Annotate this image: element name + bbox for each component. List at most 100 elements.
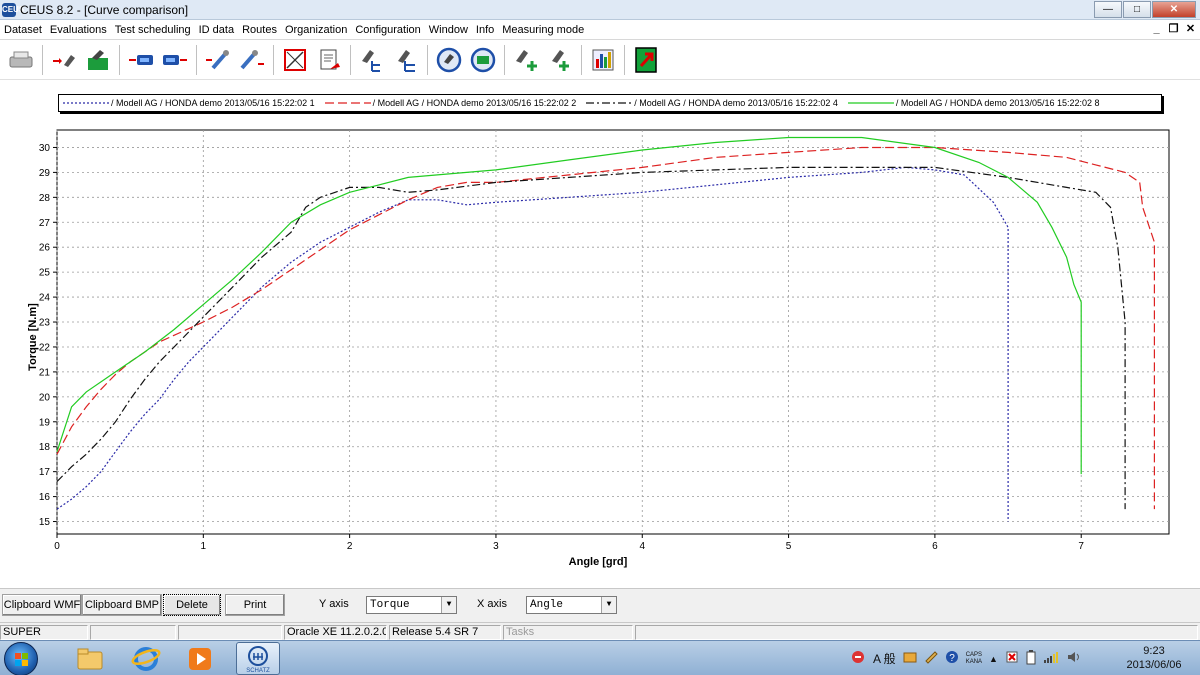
status-release: Release 5.4 SR 7 (389, 625, 501, 640)
menu-dataset[interactable]: Dataset (4, 23, 42, 36)
chart-controls: Clipboard WMF Clipboard BMP Delete Print… (0, 588, 1200, 622)
y-tick-label: 20 (39, 392, 51, 403)
wrench-out-icon[interactable] (237, 45, 267, 75)
toolbar-separator (350, 44, 351, 75)
y-tick-label: 18 (39, 442, 51, 453)
title-bar: CEUS CEUS 8.2 - [Curve comparison] — □ ✕ (0, 0, 1200, 20)
media-player-icon[interactable] (178, 642, 222, 675)
toolbar-separator (273, 44, 274, 75)
y-tick-label: 15 (39, 517, 51, 528)
menu-organization[interactable]: Organization (284, 23, 348, 36)
y-axis-select[interactable]: Torque ▼ (366, 596, 457, 614)
ceus-app-icon[interactable]: CEUS (2, 2, 24, 17)
menu-id-data[interactable]: ID data (198, 23, 235, 36)
explorer-icon[interactable] (68, 642, 112, 675)
close-button[interactable]: ✕ (1152, 1, 1196, 18)
toolbar-separator (624, 44, 625, 75)
tool-import-icon[interactable] (49, 45, 79, 75)
help-icon[interactable]: ? (945, 650, 959, 667)
status-bar: SUPER Oracle XE 11.2.0.2.0 Release 5.4 S… (0, 622, 1200, 640)
show-hidden-icons-icon[interactable]: ▲ (989, 653, 998, 664)
menu-evaluations[interactable]: Evaluations (49, 23, 107, 36)
status-empty-2 (178, 625, 282, 640)
chevron-down-icon[interactable]: ▼ (601, 597, 616, 613)
x-axis-select[interactable]: Angle ▼ (526, 596, 617, 614)
internet-explorer-icon[interactable] (124, 642, 168, 675)
tool-add-2-icon[interactable] (545, 45, 575, 75)
tool-list-icon[interactable] (357, 45, 387, 75)
y-tick-label: 22 (39, 342, 51, 353)
network-icon[interactable] (1043, 650, 1059, 667)
toolbar-separator (196, 44, 197, 75)
toolbar (0, 40, 1200, 80)
x-axis-label: X axis (477, 598, 507, 610)
toolbar-separator (42, 44, 43, 75)
y-tick-label: 27 (39, 218, 51, 229)
window-title: CEUS 8.2 - [Curve comparison] (20, 2, 189, 17)
status-empty-1 (90, 625, 176, 640)
curve-frame-icon[interactable] (280, 45, 310, 75)
volume-icon[interactable] (1066, 650, 1082, 667)
ime-tool-icon[interactable] (903, 650, 917, 667)
language-bar-icon[interactable] (850, 649, 866, 668)
tool-add-icon[interactable] (511, 45, 541, 75)
mdi-restore-button[interactable]: ❐ (1168, 23, 1179, 35)
cycle-icon[interactable] (434, 45, 464, 75)
x-tick-label: 1 (201, 541, 207, 552)
report-icon[interactable] (314, 45, 344, 75)
menu-configuration[interactable]: Configuration (355, 23, 421, 36)
cycle-device-icon[interactable] (468, 45, 498, 75)
y-tick-label: 23 (39, 318, 51, 329)
y-tick-label: 30 (39, 143, 51, 154)
legend-swatch (63, 102, 109, 104)
clipboard-wmf-button[interactable]: Clipboard WMF (2, 594, 82, 616)
mdi-minimize-button[interactable]: _ (1153, 23, 1160, 35)
device-in-icon[interactable] (126, 45, 156, 75)
toolbar-separator (581, 44, 582, 75)
taskbar-clock[interactable]: 9:23 2013/06/06 (1112, 644, 1196, 672)
y-tick-label: 28 (39, 193, 51, 204)
menu-test-scheduling[interactable]: Test scheduling (114, 23, 191, 36)
menu-info[interactable]: Info (475, 23, 495, 36)
series-line-3 (56, 166, 1126, 510)
legend-swatch (324, 102, 371, 104)
device-out-icon[interactable] (160, 45, 190, 75)
bar-chart-icon[interactable] (588, 45, 618, 75)
status-user: SUPER (0, 625, 88, 640)
maximize-button[interactable]: □ (1123, 1, 1151, 18)
wrench-in-icon[interactable] (203, 45, 233, 75)
mdi-close-button[interactable]: ✕ (1185, 23, 1196, 35)
curve-comparison-chart: 15 16 17 18 19 20 21 22 23 24 25 26 27 28 29 30 0 1 2 3 4 5 6 7… (0, 80, 1200, 588)
x-tick-label: 4 (639, 541, 645, 552)
printer-icon[interactable] (6, 45, 36, 75)
mdi-controls: _ ❐ ✕ (1147, 22, 1198, 37)
legend-label: / Modell AG / HONDA demo 2013/05/16 15:2… (111, 98, 315, 108)
menu-routes[interactable]: Routes (242, 23, 277, 36)
print-button[interactable]: Print (225, 594, 285, 616)
window-controls: — □ ✕ (1093, 1, 1196, 18)
menu-window[interactable]: Window (428, 23, 468, 36)
ime-pad-icon[interactable] (924, 650, 938, 667)
delete-button[interactable]: Delete (163, 594, 221, 616)
ceus-icon[interactable]: SCHATZ (236, 642, 280, 675)
toolbar-separator (427, 44, 428, 75)
plot-frame (56, 129, 1170, 535)
legend-label: / Modell AG / HONDA demo 2013/05/16 15:2… (634, 98, 838, 108)
ime-mode-text[interactable]: A 般 (873, 652, 896, 666)
action-center-icon[interactable] (1005, 650, 1019, 667)
x-tick-label: 0 (54, 541, 60, 552)
battery-icon[interactable] (1026, 649, 1036, 668)
svg-text:?: ? (949, 653, 955, 664)
y-tick-label: 19 (39, 417, 51, 428)
minimize-button[interactable]: — (1094, 1, 1122, 18)
legend-label: / Modell AG / HONDA demo 2013/05/16 15:2… (372, 98, 577, 108)
menu-measuring-mode[interactable]: Measuring mode (502, 23, 585, 36)
chevron-down-icon[interactable]: ▼ (441, 597, 456, 613)
tool-table-icon[interactable] (83, 45, 113, 75)
exit-icon[interactable] (631, 45, 661, 75)
status-tasks[interactable]: Tasks (503, 625, 633, 640)
tool-list-2-icon[interactable] (391, 45, 421, 75)
start-button[interactable] (4, 642, 38, 675)
clipboard-bmp-button[interactable]: Clipboard BMP (82, 594, 162, 616)
